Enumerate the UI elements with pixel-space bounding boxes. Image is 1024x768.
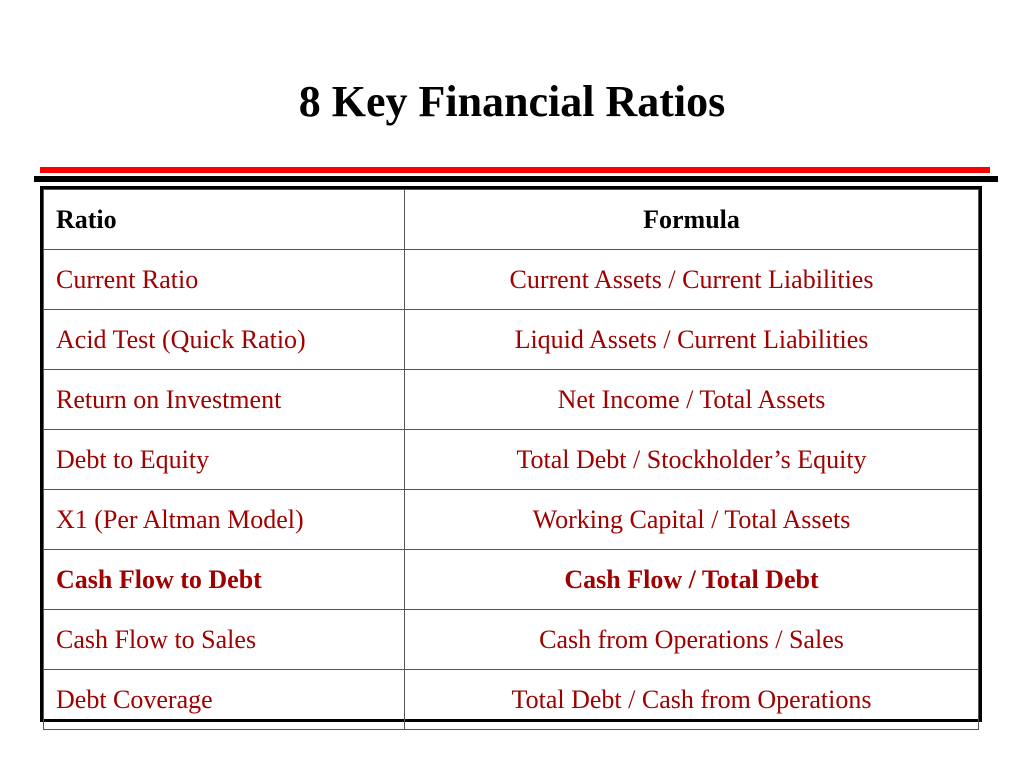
ratio-name-cell: Return on Investment <box>43 369 405 430</box>
formula-cell: Cash from Operations / Sales <box>404 609 979 670</box>
table-body: Current Ratio Current Assets / Current L… <box>43 249 979 730</box>
table-row: Acid Test (Quick Ratio) Liquid Assets / … <box>43 309 979 370</box>
ratio-name-cell: Cash Flow to Debt <box>43 549 405 610</box>
table-row: Cash Flow to Sales Cash from Operations … <box>43 609 979 670</box>
title-rule-red <box>40 167 990 173</box>
ratio-name-cell: Debt Coverage <box>43 669 405 730</box>
ratio-name-cell: Debt to Equity <box>43 429 405 490</box>
header-ratio: Ratio <box>43 189 405 250</box>
ratios-table-container: Ratio Formula Current Ratio Current Asse… <box>40 186 982 730</box>
table-row: Debt to Equity Total Debt / Stockholder’… <box>43 429 979 490</box>
formula-cell: Working Capital / Total Assets <box>404 489 979 550</box>
formula-cell: Current Assets / Current Liabilities <box>404 249 979 310</box>
ratios-table: Ratio Formula Current Ratio Current Asse… <box>43 189 979 730</box>
ratio-name-cell: Acid Test (Quick Ratio) <box>43 309 405 370</box>
ratio-name-cell: Current Ratio <box>43 249 405 310</box>
table-row: Return on Investment Net Income / Total … <box>43 369 979 430</box>
header-row: Ratio Formula <box>43 189 979 250</box>
formula-cell: Cash Flow / Total Debt <box>404 549 979 610</box>
formula-cell: Net Income / Total Assets <box>404 369 979 430</box>
ratio-name-cell: Cash Flow to Sales <box>43 609 405 670</box>
ratio-name-cell: X1 (Per Altman Model) <box>43 489 405 550</box>
table-row-highlighted: Cash Flow to Debt Cash Flow / Total Debt <box>43 549 979 610</box>
title-rule-black <box>34 176 998 182</box>
formula-cell: Liquid Assets / Current Liabilities <box>404 309 979 370</box>
table-row: Current Ratio Current Assets / Current L… <box>43 249 979 310</box>
table-header: Ratio Formula <box>43 189 979 250</box>
slide-title: 8 Key Financial Ratios <box>298 77 726 126</box>
formula-cell: Total Debt / Stockholder’s Equity <box>404 429 979 490</box>
table-row: Debt Coverage Total Debt / Cash from Ope… <box>43 669 979 730</box>
header-formula: Formula <box>404 189 979 250</box>
table-row: X1 (Per Altman Model) Working Capital / … <box>43 489 979 550</box>
formula-cell: Total Debt / Cash from Operations <box>404 669 979 730</box>
